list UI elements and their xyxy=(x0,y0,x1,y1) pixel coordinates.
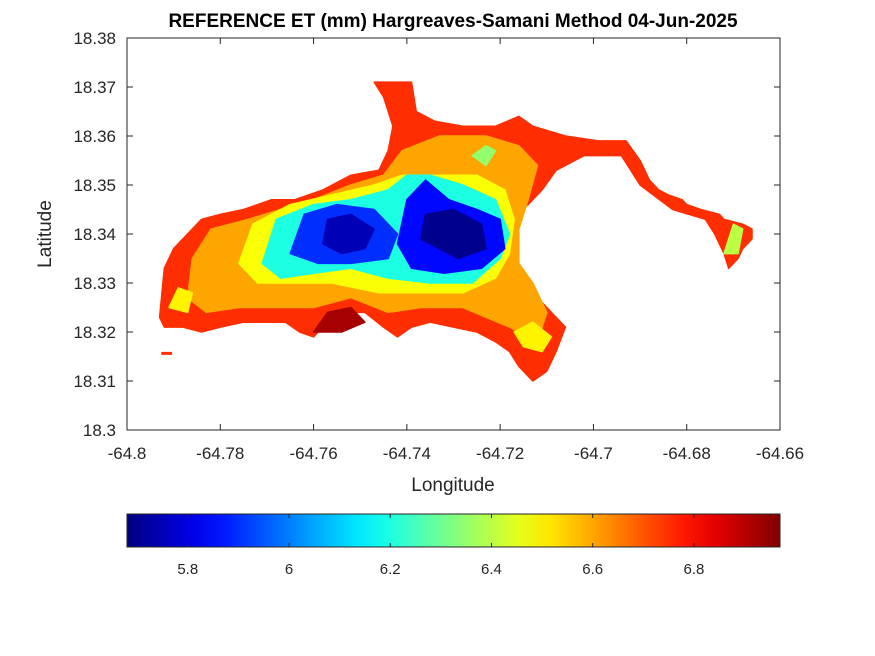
x-tick-label: -64.68 xyxy=(663,444,711,463)
et-field-layer xyxy=(158,81,753,382)
colorbar-ticks: 5.8 6 6.2 6.4 6.6 6.8 xyxy=(177,514,704,578)
y-tick-label: 18.37 xyxy=(73,78,116,97)
y-tick-label: 18.38 xyxy=(73,29,116,48)
et-region-dark-blue-core-west xyxy=(322,213,375,255)
et-region-yellow-southeast xyxy=(513,321,553,353)
et-region-dark-red-south xyxy=(312,306,366,333)
x-tick-label: -64.74 xyxy=(383,444,431,463)
x-tick-label: -64.66 xyxy=(756,444,804,463)
chart-title: REFERENCE ET (mm) Hargreaves-Samani Meth… xyxy=(168,11,738,32)
colorbar-tick-label: 6.6 xyxy=(582,561,603,578)
x-axis: -64.8 -64.78 -64.76 -64.74 -64.72 -64.7 -64.68… xyxy=(108,38,804,463)
y-tick-label: 18.36 xyxy=(73,127,116,146)
y-tick-label: 18.34 xyxy=(73,225,116,244)
x-tick-label: -64.7 xyxy=(574,444,613,463)
y-tick-label: 18.3 xyxy=(83,421,116,440)
y-axis: 18.3 18.31 18.32 18.33 18.34 18.35 18.36 18.37 1… xyxy=(73,29,780,440)
colorbar-tick-label: 6.8 xyxy=(684,561,705,578)
x-tick-label: -64.72 xyxy=(476,444,524,463)
x-axis-label: Longitude xyxy=(411,475,494,496)
colorbar-tick-label: 6.4 xyxy=(481,561,502,578)
et-region-yellow-southwest xyxy=(168,287,194,314)
et-region-dark-blue-core-east xyxy=(420,208,487,260)
y-axis-label: Latitude xyxy=(35,200,56,268)
et-region-green-north xyxy=(471,145,497,167)
y-tick-label: 18.32 xyxy=(73,323,116,342)
et-region-red-speck xyxy=(161,351,173,355)
et-region-green-east-islet xyxy=(723,223,744,255)
y-tick-label: 18.31 xyxy=(73,372,116,391)
x-tick-label: -64.76 xyxy=(289,444,337,463)
colorbar-tick-label: 5.8 xyxy=(177,561,198,578)
colorbar-tick-label: 6.2 xyxy=(380,561,401,578)
colorbar xyxy=(126,513,781,548)
y-tick-label: 18.35 xyxy=(73,176,116,195)
x-tick-label: -64.78 xyxy=(196,444,244,463)
x-tick-label: -64.8 xyxy=(108,444,147,463)
y-tick-label: 18.33 xyxy=(73,274,116,293)
colorbar-tick-label: 6 xyxy=(285,561,293,578)
